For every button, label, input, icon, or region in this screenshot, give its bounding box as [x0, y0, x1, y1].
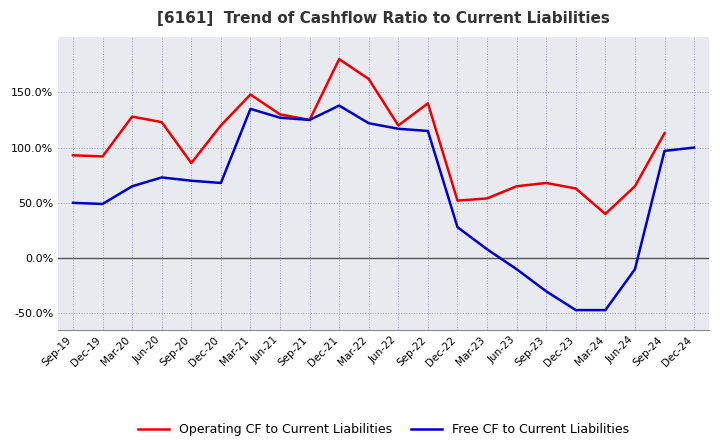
Operating CF to Current Liabilities	[98, 154, 107, 159]
Free CF to Current Liabilities	[660, 148, 669, 154]
Free CF to Current Liabilities	[394, 126, 402, 132]
Operating CF to Current Liabilities	[601, 211, 610, 216]
Free CF to Current Liabilities	[690, 145, 698, 150]
Operating CF to Current Liabilities	[542, 180, 551, 186]
Free CF to Current Liabilities	[513, 267, 521, 272]
Operating CF to Current Liabilities	[572, 186, 580, 191]
Operating CF to Current Liabilities	[158, 120, 166, 125]
Free CF to Current Liabilities	[158, 175, 166, 180]
Operating CF to Current Liabilities	[217, 123, 225, 128]
Operating CF to Current Liabilities	[305, 117, 314, 123]
Line: Free CF to Current Liabilities: Free CF to Current Liabilities	[73, 106, 694, 310]
Free CF to Current Liabilities	[246, 106, 255, 111]
Free CF to Current Liabilities	[572, 308, 580, 313]
Free CF to Current Liabilities	[335, 103, 343, 108]
Free CF to Current Liabilities	[276, 115, 284, 121]
Operating CF to Current Liabilities	[364, 77, 373, 82]
Operating CF to Current Liabilities	[187, 161, 196, 166]
Operating CF to Current Liabilities	[276, 112, 284, 117]
Operating CF to Current Liabilities	[423, 101, 432, 106]
Operating CF to Current Liabilities	[128, 114, 137, 119]
Free CF to Current Liabilities	[68, 200, 77, 205]
Free CF to Current Liabilities	[187, 178, 196, 183]
Line: Operating CF to Current Liabilities: Operating CF to Current Liabilities	[73, 59, 665, 214]
Free CF to Current Liabilities	[364, 121, 373, 126]
Title: [6161]  Trend of Cashflow Ratio to Current Liabilities: [6161] Trend of Cashflow Ratio to Curren…	[157, 11, 610, 26]
Free CF to Current Liabilities	[305, 117, 314, 123]
Operating CF to Current Liabilities	[68, 153, 77, 158]
Free CF to Current Liabilities	[453, 224, 462, 230]
Operating CF to Current Liabilities	[394, 123, 402, 128]
Operating CF to Current Liabilities	[335, 56, 343, 62]
Free CF to Current Liabilities	[542, 289, 551, 294]
Operating CF to Current Liabilities	[513, 183, 521, 189]
Free CF to Current Liabilities	[128, 183, 137, 189]
Operating CF to Current Liabilities	[660, 131, 669, 136]
Legend: Operating CF to Current Liabilities, Free CF to Current Liabilities: Operating CF to Current Liabilities, Fre…	[132, 418, 634, 440]
Free CF to Current Liabilities	[98, 202, 107, 207]
Free CF to Current Liabilities	[631, 267, 639, 272]
Free CF to Current Liabilities	[482, 247, 491, 252]
Free CF to Current Liabilities	[423, 128, 432, 134]
Operating CF to Current Liabilities	[453, 198, 462, 203]
Operating CF to Current Liabilities	[631, 183, 639, 189]
Free CF to Current Liabilities	[601, 308, 610, 313]
Free CF to Current Liabilities	[217, 180, 225, 186]
Operating CF to Current Liabilities	[482, 196, 491, 201]
Operating CF to Current Liabilities	[246, 92, 255, 97]
